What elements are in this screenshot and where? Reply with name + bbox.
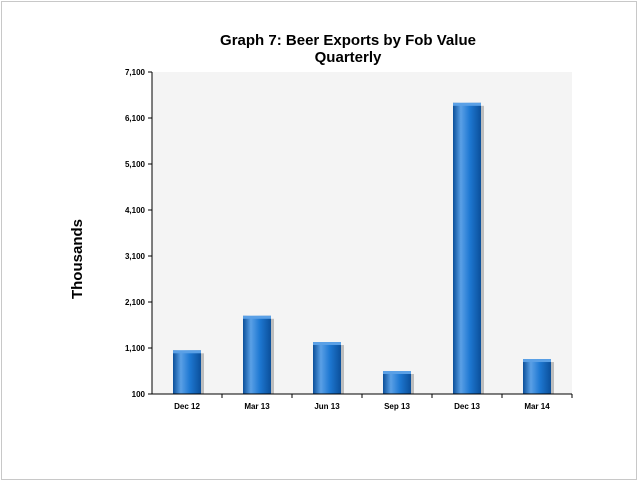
bar-top-highlight bbox=[383, 371, 411, 374]
x-tick-label: Mar 14 bbox=[524, 402, 550, 411]
bar-mar-13 bbox=[243, 315, 271, 394]
y-axis-ticks: 100 1,100 2,100 3,100 4,100 5,100 6,100 7,100 bbox=[125, 68, 152, 399]
x-tick-label: Dec 13 bbox=[454, 402, 480, 411]
x-tick-label: Sep 13 bbox=[384, 402, 410, 411]
bar-dec-13 bbox=[453, 102, 481, 394]
y-tick-label: 4,100 bbox=[125, 206, 146, 215]
chart-subtitle: Quarterly bbox=[315, 49, 382, 66]
y-axis-label: Thousands bbox=[69, 219, 86, 299]
bar-jun-13 bbox=[313, 342, 341, 394]
chart-title: Graph 7: Beer Exports by Fob Value bbox=[220, 32, 476, 49]
y-tick-label: 5,100 bbox=[125, 160, 146, 169]
bar-top-highlight bbox=[243, 315, 271, 319]
y-tick-label: 1,100 bbox=[125, 344, 146, 353]
y-tick-label: 3,100 bbox=[125, 252, 146, 261]
bar-dec-12 bbox=[173, 350, 201, 394]
bar-top-highlight bbox=[313, 342, 341, 346]
x-tick-label: Mar 13 bbox=[244, 402, 270, 411]
bars bbox=[173, 102, 554, 394]
y-tick-label: 6,100 bbox=[125, 114, 146, 123]
y-tick-label: 100 bbox=[132, 390, 146, 399]
y-tick-label: 2,100 bbox=[125, 298, 146, 307]
x-axis-ticks: Dec 12 Mar 13 Jun 13 Sep 13 Dec 13 Mar 14 bbox=[174, 394, 573, 411]
x-tick-label: Jun 13 bbox=[314, 402, 340, 411]
bar-top-highlight bbox=[523, 359, 551, 363]
bar-sep-13 bbox=[383, 371, 411, 394]
y-tick-label: 7,100 bbox=[125, 68, 146, 77]
x-tick-label: Dec 12 bbox=[174, 402, 200, 411]
bar-top-highlight bbox=[173, 350, 201, 354]
plot-area bbox=[152, 72, 572, 394]
bar-top-highlight bbox=[453, 102, 481, 106]
bar-mar-14 bbox=[523, 359, 551, 394]
